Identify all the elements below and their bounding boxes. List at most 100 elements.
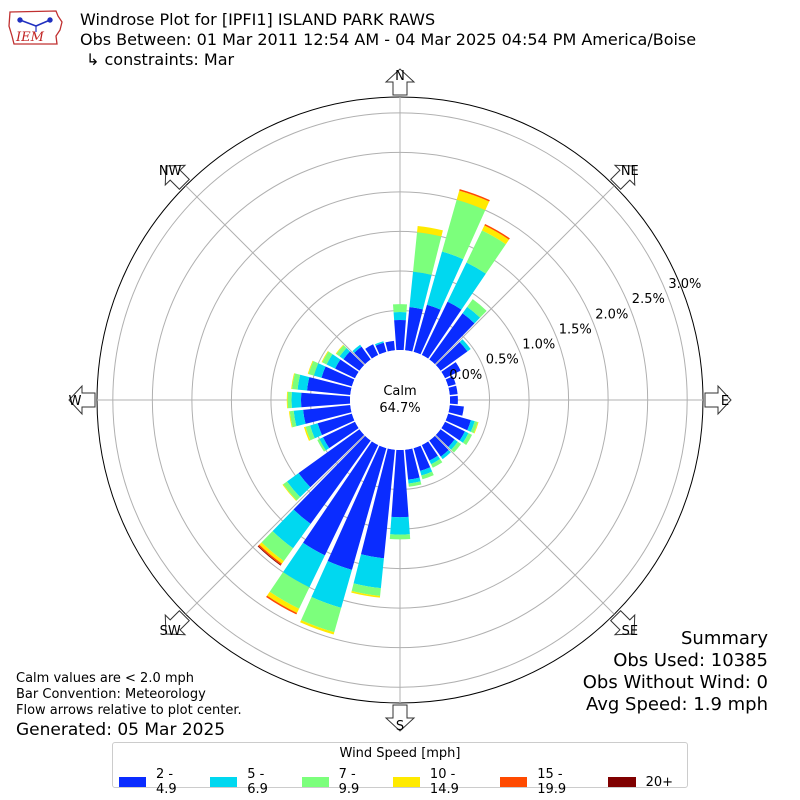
- summary-obs-without-wind: Obs Without Wind: 0: [582, 672, 768, 693]
- wind-bar-segment: [326, 354, 341, 369]
- wind-bar-segment: [300, 620, 335, 635]
- legend-label: 20+: [645, 774, 673, 790]
- grid-spoke: [435, 185, 615, 365]
- wind-bar-segment: [421, 301, 462, 359]
- wind-bar-segment: [459, 339, 471, 352]
- bar-convention-note: Bar Convention: Meteorology: [16, 687, 206, 702]
- legend-swatch: [119, 777, 146, 787]
- logo-text: IEM: [15, 30, 45, 45]
- wind-bar-segment: [448, 439, 458, 450]
- wind-bar-segment: [413, 445, 431, 471]
- wind-bar-segment: [343, 351, 365, 371]
- wind-bar-segment: [394, 319, 406, 351]
- wind-bar-segment: [442, 199, 486, 260]
- wind-bar-segment: [310, 423, 322, 439]
- legend-swatch: [500, 777, 528, 787]
- summary-panel: Summary Obs Used: 10385 Obs Without Wind…: [583, 628, 768, 716]
- wind-bar-segment: [417, 225, 443, 237]
- weather-symbols-icon: [17, 17, 53, 32]
- wind-bar-segment: [360, 448, 395, 559]
- wind-bar-segment: [293, 409, 306, 427]
- chart-header: Windrose Plot for [IPFI1] ISLAND PARK RA…: [80, 10, 696, 70]
- wind-bar-segment: [306, 377, 352, 395]
- flow-arrow-icon: [384, 704, 416, 732]
- wind-bar-segment: [335, 359, 359, 379]
- legend: Wind Speed [mph] 2 - 4.9 5 - 6.9 7 - 9.9 10…: [112, 742, 688, 797]
- wind-bar-segment: [319, 437, 330, 451]
- notes-panel: Calm values are < 2.0 mph Bar Convention…: [16, 671, 242, 741]
- wind-bar-segment: [305, 425, 315, 441]
- wind-bar-segment: [448, 385, 458, 395]
- wind-bar-segment: [286, 473, 311, 498]
- wind-bar-segment: [374, 341, 384, 346]
- wind-bar-segment: [429, 435, 449, 457]
- calm-note: Calm values are < 2.0 mph: [16, 671, 195, 686]
- wind-bar-segment: [473, 422, 479, 434]
- wind-bar-segment: [441, 421, 465, 441]
- wind-bar-segment: [259, 542, 284, 564]
- wind-bar-segment: [435, 341, 468, 371]
- generated-date: Generated: 05 Mar 2025: [16, 720, 226, 740]
- wind-bar-segment: [389, 534, 411, 540]
- wind-bar-segment: [392, 304, 408, 313]
- flow-arrow-icon: [704, 384, 732, 416]
- wind-bar-segment: [431, 459, 443, 468]
- wind-bar-segment: [484, 224, 510, 240]
- wind-bar-segment: [286, 391, 288, 409]
- radial-tick-label: 1.0%: [522, 338, 555, 353]
- compass-label: SW: [160, 624, 181, 639]
- wind-bar-segment: [391, 449, 409, 518]
- wind-bar-segment: [336, 345, 347, 357]
- wind-bar-segment: [451, 441, 462, 453]
- wind-bar-segment: [467, 299, 487, 318]
- legend-title: Wind Speed [mph]: [339, 746, 461, 761]
- grid-spoke: [185, 185, 365, 365]
- wind-bar-segment: [327, 445, 387, 570]
- wind-bar-segment: [440, 450, 451, 460]
- legend-swatch: [607, 777, 636, 787]
- wind-bar-segment: [375, 342, 387, 355]
- wind-bar-segment: [353, 554, 384, 589]
- wind-bar-segment: [365, 344, 379, 359]
- summary-heading: Summary: [681, 628, 768, 649]
- wind-bar-segment: [435, 429, 455, 447]
- wind-bar-segment: [303, 405, 352, 424]
- wind-bar-segment: [421, 441, 438, 461]
- wind-bar-segment: [266, 595, 298, 615]
- wind-bar-segment: [303, 441, 379, 556]
- wind-bar-segment: [351, 591, 381, 598]
- wind-bar-segment: [405, 448, 420, 480]
- radial-tick-label: 2.5%: [632, 292, 665, 307]
- radial-tick-label: 0.0%: [449, 368, 482, 383]
- flow-arrow-icon: [68, 384, 96, 416]
- wind-bar-segment: [449, 395, 458, 405]
- wind-bar-segment: [298, 429, 365, 488]
- wind-bar-segment: [408, 477, 421, 484]
- compass-label: N: [395, 69, 405, 84]
- legend-swatch: [210, 777, 238, 787]
- wind-bar-segment: [429, 455, 441, 465]
- wind-bar-segment: [258, 544, 282, 565]
- wind-bar-segment: [287, 391, 292, 409]
- radial-tick-label: 0.5%: [486, 353, 519, 368]
- wind-bar-segment: [409, 271, 432, 310]
- radial-tick-label: 2.0%: [595, 307, 628, 322]
- wind-bar-segment: [267, 591, 300, 614]
- legend-label: 10 - 14.9: [429, 767, 459, 797]
- calm-circle: [350, 350, 450, 450]
- wind-bar-segment: [322, 351, 333, 365]
- wind-bar-segment: [288, 411, 293, 428]
- flow-arrow-icon: [610, 164, 636, 190]
- wind-bar-segment: [448, 405, 464, 416]
- wind-bar-segment: [289, 410, 297, 428]
- wind-bar-segment: [426, 251, 464, 310]
- calm-label: Calm: [383, 384, 416, 399]
- wind-bar-segment: [301, 597, 342, 633]
- legend-item: 5 - 6.9: [210, 767, 287, 797]
- wind-bar-segment: [447, 262, 486, 310]
- wind-bar-segment: [322, 421, 359, 449]
- wind-bar-segment: [352, 344, 362, 353]
- legend-item: 20+: [607, 767, 673, 797]
- legend-swatch: [392, 777, 420, 787]
- grid-spoke: [435, 435, 615, 615]
